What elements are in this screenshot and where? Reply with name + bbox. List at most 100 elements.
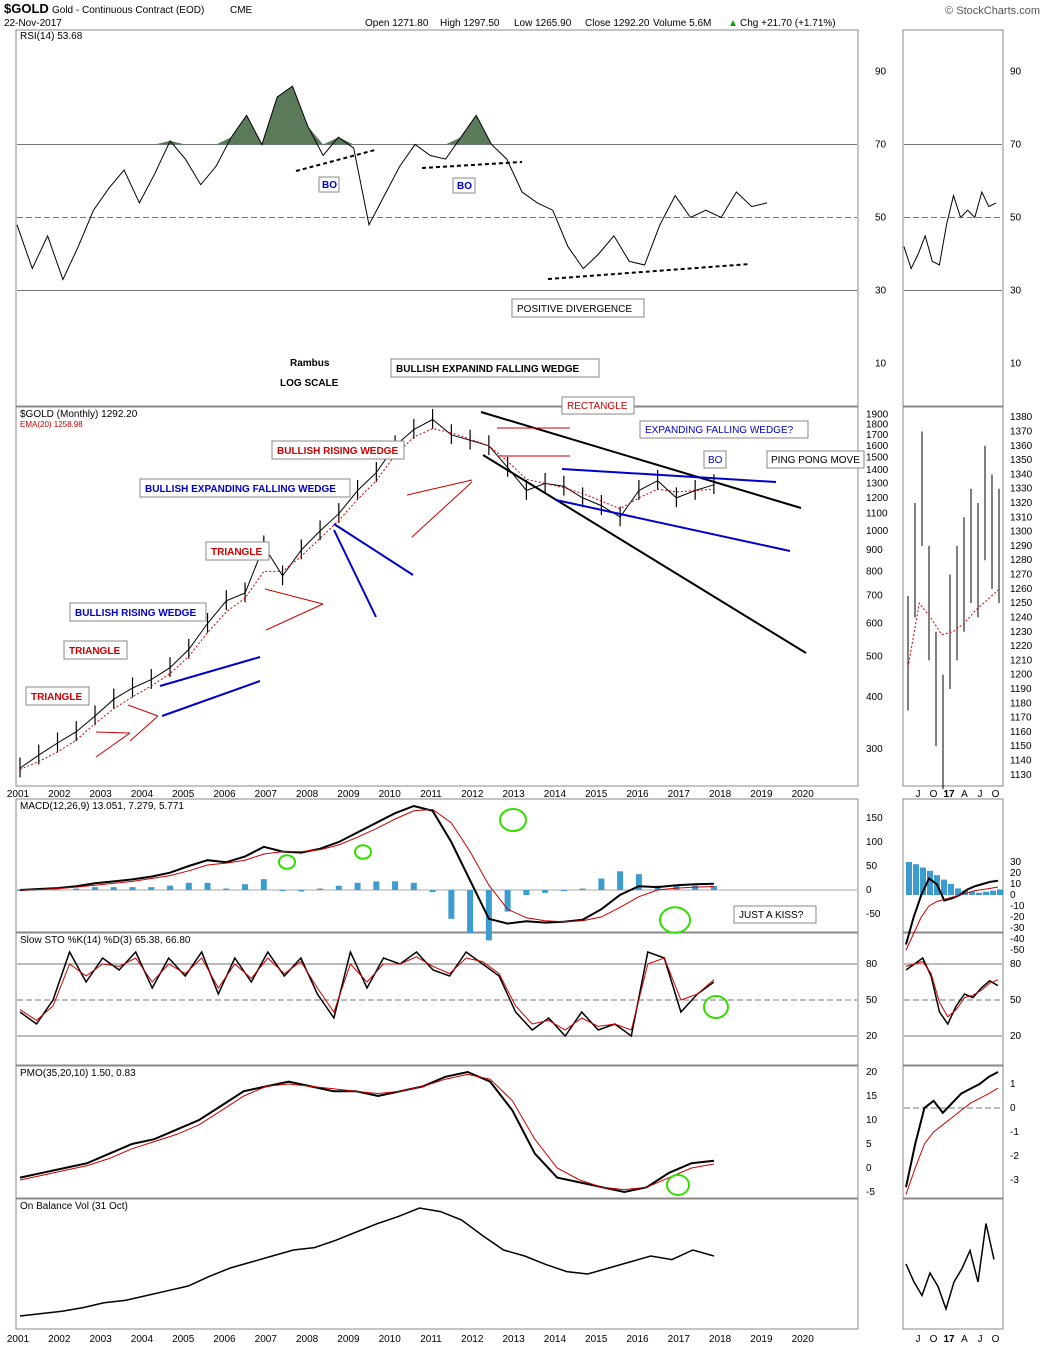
label-rectangle: RECTANGLE bbox=[567, 401, 628, 412]
low-value: Low 1265.90 bbox=[514, 18, 572, 29]
label-triangle-3: TRIANGLE bbox=[31, 692, 82, 703]
macd-histogram-bar bbox=[448, 890, 455, 919]
rsi-title: RSI(14) 53.68 bbox=[20, 31, 83, 42]
price-tick: 400 bbox=[866, 692, 883, 703]
macd-histogram-bar bbox=[204, 882, 211, 890]
macd-side-tick: -40 bbox=[1010, 934, 1025, 945]
macd-side-bar bbox=[976, 892, 982, 895]
pmo-line bbox=[19, 1070, 715, 1194]
x-tick: 2011 bbox=[420, 789, 442, 800]
sto-side-tick: 80 bbox=[1010, 959, 1022, 970]
macd-histogram-bar bbox=[373, 881, 380, 890]
price-tick: 500 bbox=[866, 651, 883, 662]
sto-d-line bbox=[19, 956, 715, 1031]
x-tick: 2018 bbox=[709, 1334, 732, 1345]
macd-histogram-bar bbox=[129, 887, 136, 890]
ema-title: EMA(20) 1258.98 bbox=[20, 420, 83, 429]
x-tick: 2020 bbox=[792, 1334, 815, 1345]
macd-histogram-bar bbox=[167, 885, 174, 890]
label-bullish-rising-wedge-1: BULLISH RISING WEDGE bbox=[277, 446, 398, 457]
side-x-tick: A bbox=[961, 789, 968, 800]
rsi-annotations: BO BO POSITIVE DIVERGENCE bbox=[295, 149, 751, 318]
sto-side-d bbox=[905, 961, 999, 1018]
macd-side-tick: -50 bbox=[1010, 945, 1025, 956]
macd-tick: -50 bbox=[866, 909, 881, 920]
side-x-tick: A bbox=[961, 1334, 968, 1345]
macd-signal-line bbox=[19, 808, 714, 923]
macd-histogram-bar bbox=[223, 888, 230, 890]
x-tick: 2007 bbox=[255, 789, 278, 800]
x-tick: 2011 bbox=[420, 1334, 442, 1345]
macd-histogram-bar bbox=[467, 890, 474, 934]
pmo-tick: 5 bbox=[866, 1139, 872, 1150]
pmo-tick: -5 bbox=[866, 1187, 875, 1198]
macd-histogram-bar bbox=[73, 888, 80, 890]
pmo-tick: 20 bbox=[866, 1067, 878, 1078]
label-triangle-1: TRIANGLE bbox=[211, 547, 262, 558]
side-x-tick: J bbox=[916, 1334, 921, 1345]
x-tick: 2001 bbox=[7, 1334, 30, 1345]
obv-side-line bbox=[905, 1223, 995, 1312]
x-tick: 2002 bbox=[48, 1334, 71, 1345]
rsi-tick: 50 bbox=[875, 213, 887, 224]
rsi-line bbox=[16, 85, 768, 281]
rsi-overbought-fill bbox=[17, 86, 767, 145]
rsi-side-tick: 30 bbox=[1010, 286, 1022, 297]
price-side-tick: 1370 bbox=[1010, 426, 1033, 437]
green-circle bbox=[354, 844, 372, 860]
pmo-panel: -5 0 5 10 15 20 -3 -2 -1 0 1 bbox=[19, 1067, 1019, 1198]
side-x-tick: O bbox=[992, 1334, 1000, 1345]
macd-side-bar bbox=[997, 889, 1003, 895]
x-tick: 2016 bbox=[626, 1334, 649, 1345]
contract-name: Gold - Continuous Contract (EOD) bbox=[52, 5, 204, 16]
x-tick: 2013 bbox=[502, 1334, 525, 1345]
x-tick: 2012 bbox=[461, 789, 484, 800]
price-tick: 1000 bbox=[866, 526, 889, 537]
macd-histogram-bar bbox=[298, 890, 305, 892]
sto-side-tick: 50 bbox=[1010, 995, 1022, 1006]
macd-histogram-bar bbox=[260, 879, 267, 890]
sto-title: Slow STO %K(14) %D(3) 65.38, 66.80 bbox=[20, 935, 191, 946]
side-x-tick: J bbox=[916, 789, 921, 800]
macd-tick: 150 bbox=[866, 813, 883, 824]
price-side-tick: 1210 bbox=[1010, 655, 1033, 666]
price-side-tick: 1190 bbox=[1010, 684, 1032, 695]
macd-histogram-bar bbox=[92, 887, 99, 890]
price-side-tick: 1330 bbox=[1010, 484, 1033, 495]
pmo-tick: 10 bbox=[866, 1115, 878, 1126]
bo-label-1: BO bbox=[322, 180, 337, 191]
price-line bbox=[19, 418, 715, 769]
macd-line bbox=[19, 804, 714, 925]
macd-side-bar bbox=[962, 890, 968, 895]
side-x-tick: O bbox=[992, 789, 1000, 800]
label-expanind-falling-wedge: BULLISH EXPANIND FALLING WEDGE bbox=[396, 364, 579, 375]
rsi-side-line bbox=[903, 190, 997, 270]
sto-tick: 80 bbox=[866, 959, 878, 970]
x-tick: 2005 bbox=[172, 1334, 195, 1345]
pmo-side-tick: -3 bbox=[1010, 1175, 1019, 1186]
price-side-tick: 1300 bbox=[1010, 527, 1033, 538]
ema-side-line bbox=[907, 589, 999, 668]
x-tick: 2018 bbox=[709, 789, 732, 800]
rambus-label: Rambus bbox=[290, 358, 330, 369]
price-side-tick: 1180 bbox=[1010, 698, 1032, 709]
x-tick: 2016 bbox=[626, 789, 649, 800]
symbol: $GOLD bbox=[4, 1, 49, 16]
sto-side-k bbox=[905, 956, 999, 1026]
macd-histogram-bar bbox=[617, 871, 624, 890]
rsi-side-tick: 50 bbox=[1010, 213, 1022, 224]
macd-side-bar bbox=[920, 867, 926, 895]
macd-histogram-bar bbox=[148, 887, 155, 890]
label-bo-price: BO bbox=[708, 455, 723, 466]
x-tick: 2017 bbox=[668, 1334, 691, 1345]
date: 22-Nov-2017 bbox=[4, 18, 62, 29]
pmo-side-line bbox=[905, 1071, 999, 1188]
price-tick: 1400 bbox=[866, 465, 889, 476]
macd-histogram-bar bbox=[17, 890, 23, 891]
price-side-tick: 1280 bbox=[1010, 555, 1033, 566]
price-side-tick: 1320 bbox=[1010, 498, 1033, 509]
macd-side-bar bbox=[948, 884, 954, 895]
sto-tick: 50 bbox=[866, 995, 878, 1006]
macd-histogram-bar bbox=[279, 890, 286, 891]
